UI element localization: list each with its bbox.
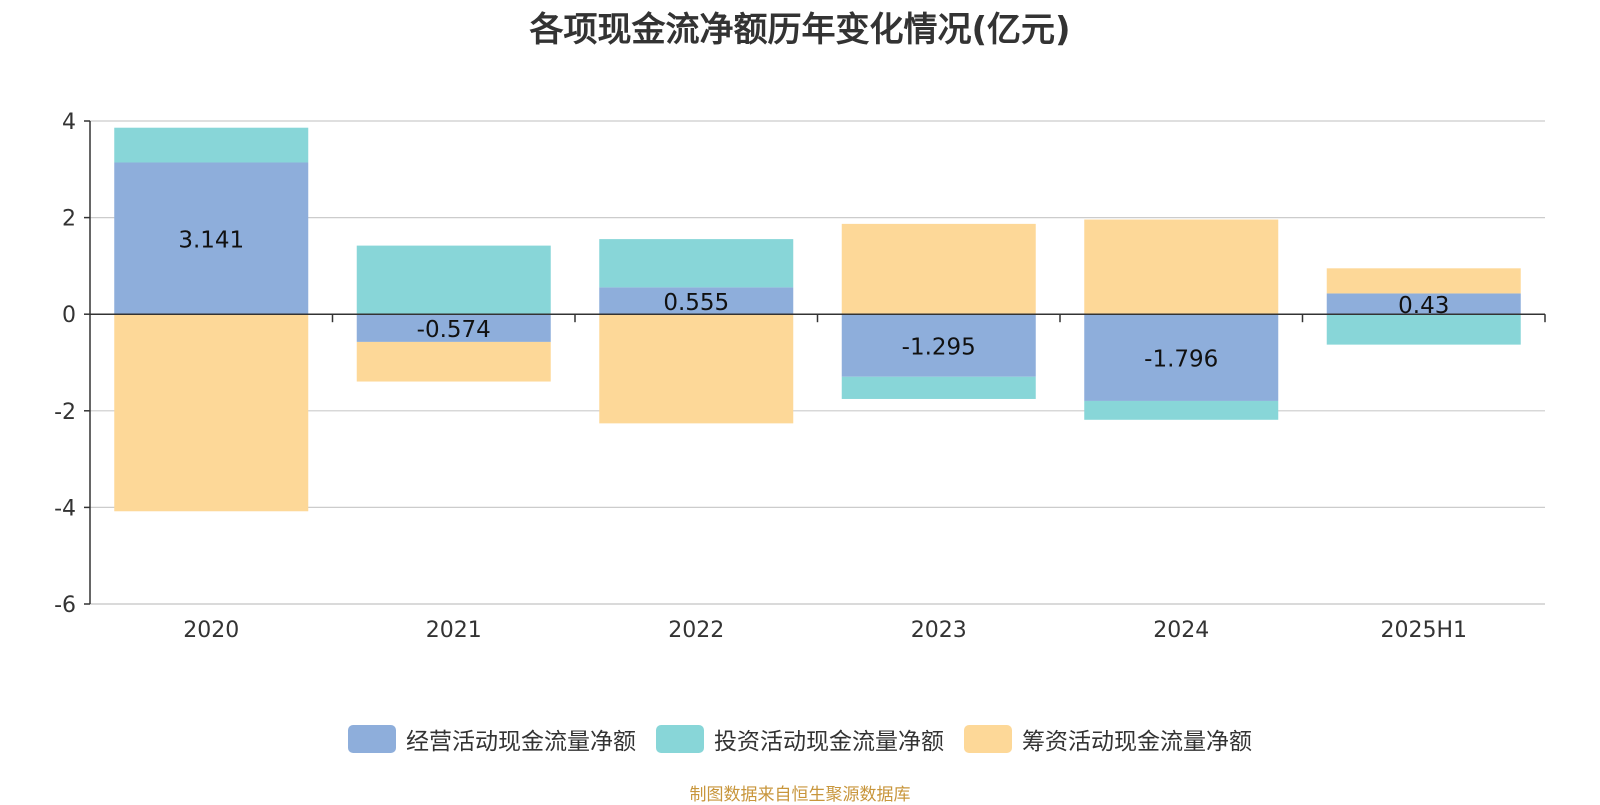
grid-lines bbox=[90, 120, 1545, 605]
y-tick-label: 4 bbox=[62, 110, 76, 135]
x-tick-label: 2025H1 bbox=[1380, 618, 1467, 643]
bar-financing-2021[interactable] bbox=[356, 341, 551, 382]
y-tick-label: -2 bbox=[54, 400, 76, 425]
bar-investing-2021[interactable] bbox=[356, 245, 551, 315]
x-tick-label: 2023 bbox=[911, 618, 967, 643]
bar-operating-2021[interactable] bbox=[356, 314, 551, 342]
y-tick-label: 2 bbox=[62, 207, 76, 232]
y-tick-label: -6 bbox=[54, 593, 76, 618]
x-tick-label: 2020 bbox=[183, 618, 239, 643]
bar-operating-2023[interactable] bbox=[841, 314, 1036, 377]
axes: 4 2 0 -2 -4 -6 2020 2021 2022 2023 2024 2025H1 bbox=[54, 110, 1546, 643]
legend-swatch-investing bbox=[656, 725, 704, 753]
legend-item-operating[interactable]: 经营活动现金流量净额 bbox=[348, 722, 636, 756]
chart-title: 各项现金流净额历年变化情况(亿元) bbox=[529, 10, 1071, 50]
legend: 经营活动现金流量净额 投资活动现金流量净额 筹资活动现金流量净额 bbox=[0, 722, 1600, 756]
data-labels: 3.141 -0.574 0.555 -1.295 -1.796 0.43 bbox=[178, 227, 1449, 372]
bar-operating-2024[interactable] bbox=[1084, 314, 1279, 401]
bar-financing-2023[interactable] bbox=[841, 223, 1036, 315]
bar-financing-2024[interactable] bbox=[1084, 219, 1279, 315]
y-tick-label: -4 bbox=[54, 496, 76, 521]
bar-investing-2020[interactable] bbox=[114, 127, 309, 163]
legend-item-investing[interactable]: 投资活动现金流量净额 bbox=[656, 722, 944, 756]
bar-investing-2022[interactable] bbox=[599, 239, 794, 288]
legend-item-financing[interactable]: 筹资活动现金流量净额 bbox=[964, 722, 1252, 756]
bar-operating-2022[interactable] bbox=[599, 287, 794, 315]
y-tick-label: 0 bbox=[62, 303, 76, 328]
x-tick-label: 2024 bbox=[1153, 618, 1209, 643]
source-note: 制图数据来自恒生聚源数据库 bbox=[689, 785, 911, 805]
data-label: -1.295 bbox=[902, 334, 976, 360]
bar-financing-2020[interactable] bbox=[114, 314, 309, 512]
data-label: 0.555 bbox=[663, 290, 729, 316]
x-tick-label: 2021 bbox=[426, 618, 482, 643]
bar-investing-2024[interactable] bbox=[1084, 400, 1279, 420]
legend-swatch-financing bbox=[964, 725, 1012, 753]
legend-swatch-operating bbox=[348, 725, 396, 753]
bar-operating-2020[interactable] bbox=[114, 162, 309, 315]
bar-investing-2025H1[interactable] bbox=[1326, 314, 1521, 345]
data-label: 3.141 bbox=[178, 227, 244, 253]
bars bbox=[114, 127, 1521, 512]
x-tick-label: 2022 bbox=[668, 618, 724, 643]
bar-operating-2025H1[interactable] bbox=[1326, 293, 1521, 315]
legend-label-investing: 投资活动现金流量净额 bbox=[714, 729, 944, 755]
bar-financing-2022[interactable] bbox=[599, 314, 794, 424]
data-label: 0.43 bbox=[1398, 293, 1449, 319]
bar-financing-2025H1[interactable] bbox=[1326, 268, 1521, 294]
legend-label-financing: 筹资活动现金流量净额 bbox=[1022, 729, 1252, 755]
legend-label-operating: 经营活动现金流量净额 bbox=[406, 729, 636, 755]
data-label: -0.574 bbox=[417, 317, 491, 343]
bar-investing-2023[interactable] bbox=[841, 376, 1036, 399]
data-label: -1.796 bbox=[1144, 347, 1218, 373]
